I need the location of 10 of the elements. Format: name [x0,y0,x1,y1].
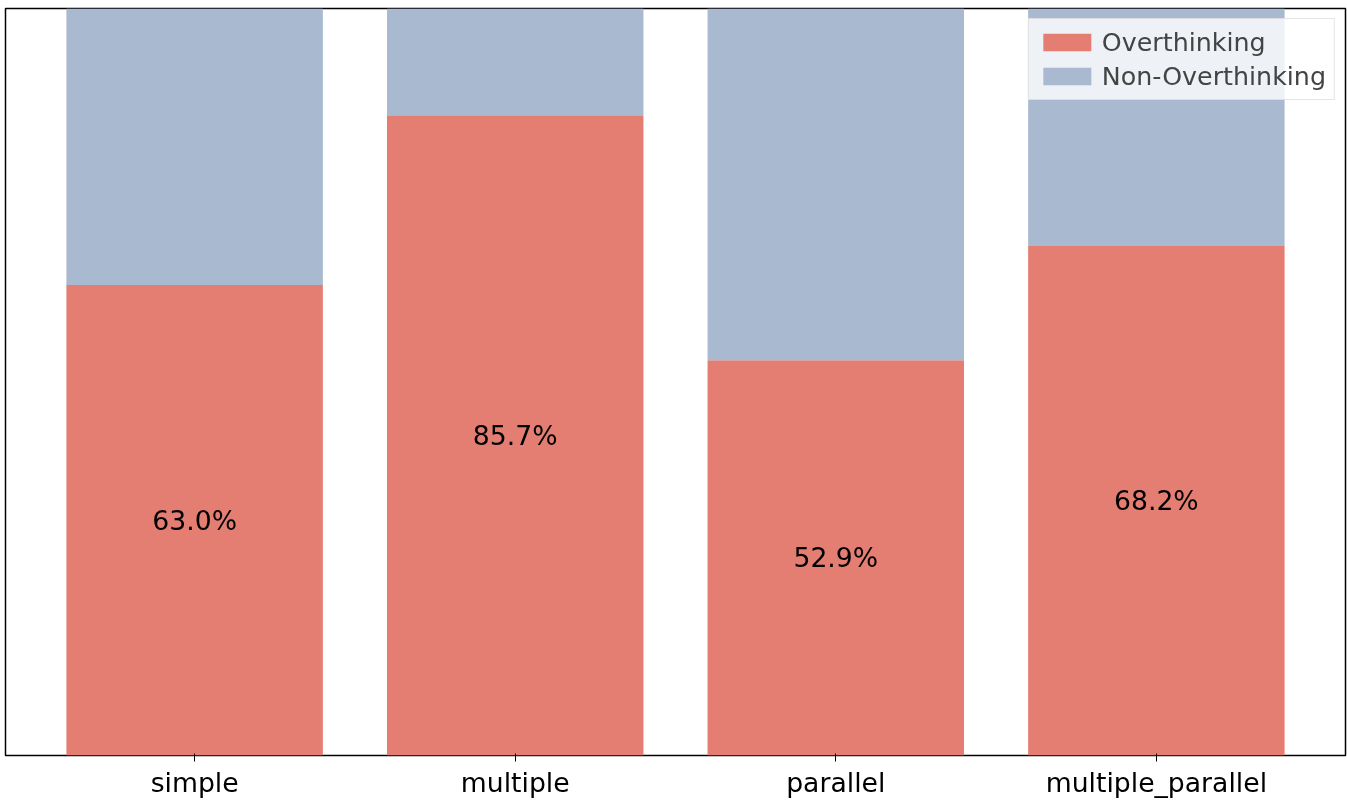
x-tick-label: multiple [460,766,570,798]
legend-label: Overthinking [1101,27,1266,57]
data-label: 52.9% [793,542,879,574]
data-label: 85.7% [472,419,558,451]
legend-label: Non-Overthinking [1101,61,1326,91]
x-tick-label: simple [150,766,239,798]
data-label: 63.0% [152,504,237,536]
x-tick-label: multiple_parallel [1045,766,1268,798]
x-tick-label: parallel [786,766,886,798]
data-label: 68.2% [1114,485,1199,517]
